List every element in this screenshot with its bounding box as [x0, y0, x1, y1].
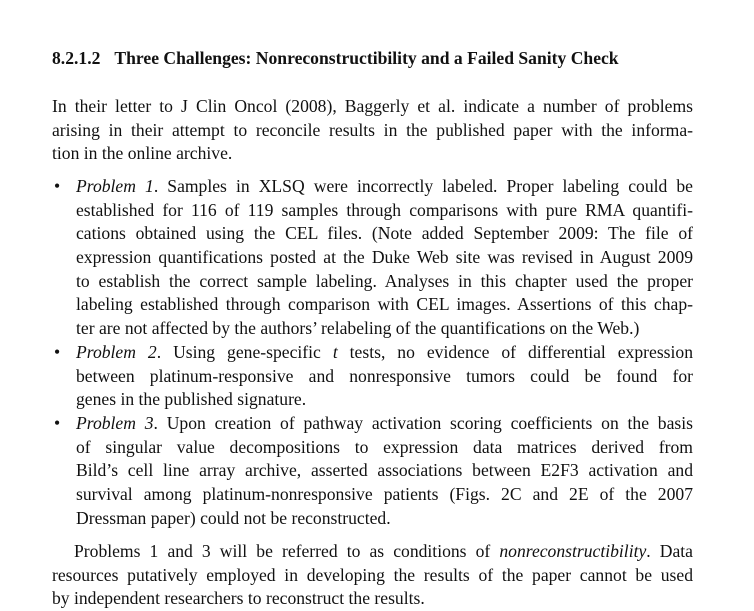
text-run: Dressman paper) could not be reconstruct… — [76, 507, 391, 528]
text-run: . Upon creation of pathway activation sc… — [153, 412, 693, 433]
section-number: 8.2.1.2 — [52, 48, 101, 68]
text-line: survival among platinum-nonresponsive pa… — [76, 483, 693, 507]
text-line: ter are not affected by the authors’ rel… — [76, 317, 693, 341]
text-line: labeling established through comparison … — [76, 293, 693, 317]
section-title: Three Challenges: Nonreconstructibility … — [114, 48, 619, 68]
problem-label: Problem 2 — [76, 341, 157, 362]
paragraph: In their letter to J Clin Oncol (2008), … — [52, 95, 693, 166]
bullet: • — [54, 176, 61, 196]
list-item: • Problem 1. Samples in XLSQ were incorre… — [54, 175, 693, 341]
text-run: arising in their attempt to reconcile re… — [52, 119, 693, 140]
text-line: resources putatively employed in develop… — [52, 564, 693, 588]
text-line: genes in the published signature. — [76, 388, 693, 412]
text-run: . Samples in XLSQ were incorrectly label… — [153, 176, 693, 196]
text-run: tion in the online archive. — [52, 143, 233, 164]
text-run: by independent researchers to reconstruc… — [52, 588, 425, 609]
text-run: tests, no evidence of differential expre… — [337, 341, 693, 362]
text-run: between platinum-responsive and nonrespo… — [76, 365, 693, 386]
text-line: by independent researchers to reconstruc… — [52, 587, 693, 611]
bullet: • — [54, 341, 61, 362]
text-run: Bild’s cell line array archive, asserted… — [76, 460, 693, 481]
text-run: nonreconstructibility — [499, 541, 647, 561]
bullet: • — [54, 412, 61, 433]
problem-label: Problem 3 — [76, 412, 154, 433]
list-item: • Problem 2. Using gene-specific t tests,… — [54, 341, 693, 412]
text-line: arising in their attempt to reconcile re… — [52, 119, 693, 143]
text-line: Problems 1 and 3 will be referred to as … — [52, 540, 693, 564]
text-run: t — [332, 341, 338, 362]
text-line: Problem 2. Using gene-specific t tests, … — [76, 341, 693, 365]
text-run: In their letter to J Clin Oncol (2008), … — [52, 96, 693, 116]
text-line: tion in the online archive. — [52, 142, 693, 166]
text-run: . Using gene-specific — [156, 341, 333, 362]
text-run: ter are not affected by the authors’ rel… — [76, 318, 640, 339]
text-run: established for 116 of 119 samples throu… — [76, 199, 693, 220]
problem-label: Problem 1 — [76, 176, 154, 196]
text-line: Dressman paper) could not be reconstruct… — [76, 507, 693, 531]
text-run: of singular value decompositions to expr… — [76, 436, 693, 457]
text-line: of singular value decompositions to expr… — [76, 436, 693, 460]
text-run: to establish the correct sample labeling… — [76, 270, 693, 291]
text-run: resources putatively employed in develop… — [52, 564, 693, 585]
text-line: cations obtained using the CEL files. (N… — [76, 222, 693, 246]
text-run: . Data — [646, 541, 693, 561]
section-heading: 8.2.1.2 Three Challenges: Nonreconstructi… — [52, 48, 619, 69]
text-line: expression quantifications posted at the… — [76, 246, 693, 270]
text-run: Problems 1 and 3 will be referred to as … — [74, 541, 500, 561]
text-line: between platinum-responsive and nonrespo… — [76, 365, 693, 389]
text-run: cations obtained using the CEL files. (N… — [76, 223, 693, 244]
text-line: established for 116 of 119 samples throu… — [76, 199, 693, 223]
text-line: Problem 3. Upon creation of pathway acti… — [76, 412, 693, 436]
text-line: to establish the correct sample labeling… — [76, 270, 693, 294]
text-line: In their letter to J Clin Oncol (2008), … — [52, 95, 693, 119]
text-run: genes in the published signature. — [76, 389, 307, 410]
text-line: Bild’s cell line array archive, asserted… — [76, 459, 693, 483]
list-item: • Problem 3. Upon creation of pathway act… — [54, 412, 693, 531]
text-run: labeling established through comparison … — [76, 294, 693, 315]
text-run: expression quantifications posted at the… — [76, 247, 693, 268]
paragraph: Problems 1 and 3 will be referred to as … — [52, 540, 693, 611]
problem-list: • Problem 1. Samples in XLSQ were incorre… — [54, 175, 693, 531]
text-run: survival among platinum-nonresponsive pa… — [76, 483, 693, 504]
text-line: Problem 1. Samples in XLSQ were incorrec… — [76, 175, 693, 199]
